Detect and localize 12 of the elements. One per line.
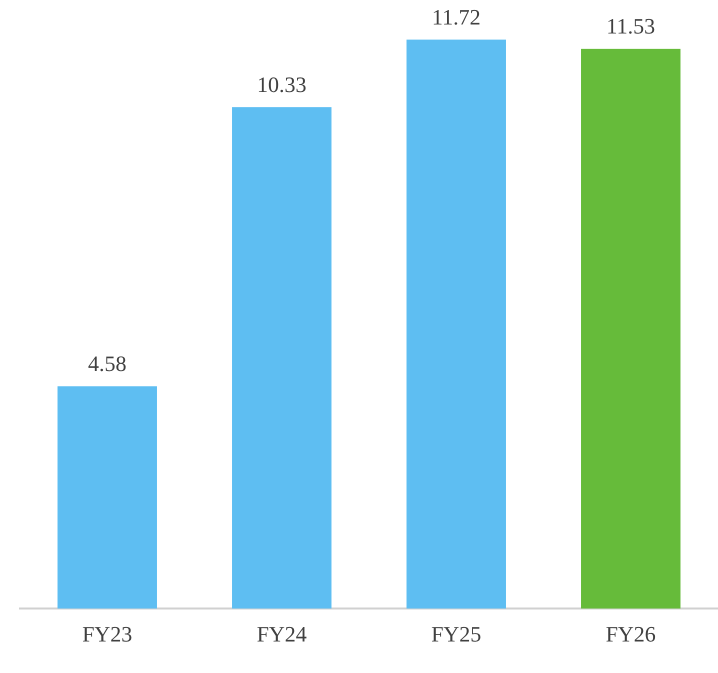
data-label: 11.53 [606, 14, 656, 39]
bar [406, 40, 506, 609]
x-tick-label: FY26 [606, 622, 656, 647]
x-tick-label: FY25 [431, 622, 482, 647]
bar [581, 48, 680, 609]
x-tick-label: FY24 [256, 622, 307, 647]
data-label: 4.58 [88, 351, 126, 376]
data-label: 10.33 [257, 72, 306, 97]
data-label: 11.72 [432, 4, 481, 30]
bar [58, 386, 157, 609]
x-tick-label: FY23 [82, 622, 132, 647]
bar [232, 107, 332, 609]
